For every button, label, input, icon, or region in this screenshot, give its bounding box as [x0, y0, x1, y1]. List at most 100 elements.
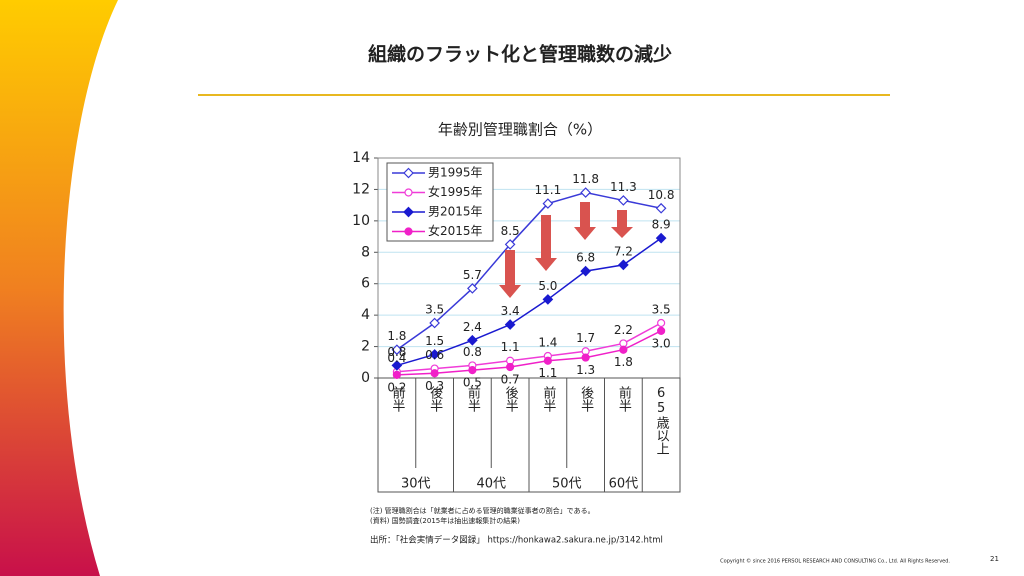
x-tick-label: 前半	[389, 385, 405, 412]
slide-title: 組織のフラット化と管理職数の減少	[368, 43, 672, 66]
y-tick-label: 14	[352, 150, 370, 166]
decor-band	[0, 0, 118, 576]
value-label: 3.5	[652, 303, 671, 317]
x-tick-label: 前半	[540, 385, 556, 412]
marker	[504, 239, 516, 250]
value-label: 1.1	[538, 366, 557, 380]
marker	[657, 326, 666, 335]
x-tick-label: 65歳以上	[654, 386, 670, 455]
value-label: 5.7	[463, 268, 482, 282]
x-tick-label: 後半	[503, 386, 519, 412]
y-tick-label: 4	[361, 307, 370, 323]
legend-label: 男1995年	[428, 166, 483, 180]
marker	[429, 349, 440, 360]
marker	[504, 319, 516, 330]
value-label: 1.5	[425, 334, 444, 348]
group-label: 40代	[476, 477, 506, 492]
marker	[430, 369, 439, 378]
legend-marker	[404, 188, 413, 197]
arrow	[499, 250, 521, 298]
value-label: 8.5	[501, 224, 520, 238]
x-tick-label: 前半	[465, 385, 481, 412]
value-label: 0.3	[425, 379, 444, 393]
value-label: 8.9	[652, 218, 671, 232]
y-tick-label: 0	[361, 370, 370, 386]
note: (資料) 国勢調査(2015年は抽出速報集計の結果)	[370, 516, 520, 525]
marker	[391, 360, 403, 371]
arrows	[499, 202, 633, 298]
marker	[542, 198, 554, 209]
y-tick-label: 6	[361, 276, 370, 292]
value-label: 7.2	[614, 244, 633, 258]
copyright: Copyright © since 2016 PERSOL RESEARCH A…	[720, 558, 950, 565]
value-label: 11.3	[610, 180, 637, 194]
series-line	[396, 191, 662, 351]
marker	[618, 195, 629, 206]
value-label: 6.8	[576, 251, 595, 265]
value-label: 2.4	[463, 320, 482, 334]
marker	[391, 344, 403, 356]
value-label: 3.0	[652, 336, 671, 350]
chart-title: 年齢別管理職割合（%）	[438, 121, 602, 139]
value-label: 0.2	[387, 380, 406, 394]
marker	[429, 317, 440, 329]
marker	[392, 370, 401, 379]
value-label: 1.1	[501, 340, 520, 354]
source: 出所：「社会実情データ図録」 https://honkawa2.sakura.n…	[370, 535, 663, 546]
legend-marker	[403, 206, 414, 218]
x-tick-label: 後半	[427, 386, 443, 412]
value-label: 1.4	[538, 336, 557, 350]
group-label: 50代	[552, 477, 582, 492]
series-line	[396, 237, 662, 367]
group-label: 30代	[401, 477, 431, 492]
marker	[619, 345, 628, 354]
value-label: 0.8	[387, 345, 406, 359]
legend-marker	[403, 167, 414, 179]
x-tick-label: 後半	[578, 386, 594, 412]
y-tick-label: 8	[361, 244, 370, 260]
marker	[655, 232, 667, 244]
legend-label: 女2015年	[428, 223, 483, 238]
marker	[467, 334, 478, 346]
marker	[467, 283, 478, 294]
value-label: 11.1	[535, 183, 562, 197]
marker	[618, 259, 629, 271]
value-label: 0.6	[425, 348, 444, 362]
value-label: 2.2	[614, 323, 633, 337]
marker	[655, 202, 667, 214]
value-label: 3.5	[425, 303, 444, 317]
marker	[657, 318, 666, 328]
legend-label: 女1995年	[428, 184, 483, 199]
marker	[580, 187, 591, 198]
value-label: 3.4	[501, 304, 520, 318]
series-line	[396, 322, 662, 373]
y-tick-label: 2	[361, 339, 370, 355]
note: (注) 管理職割合は「就業者に占める管理的職業従事者の割合」である。	[370, 506, 595, 515]
legend-marker	[404, 227, 413, 236]
value-label: 0.5	[463, 376, 482, 390]
value-label: 0.8	[463, 345, 482, 359]
value-label: 1.7	[576, 331, 595, 345]
value-label: 11.8	[572, 172, 599, 186]
value-label: 5.0	[538, 279, 557, 293]
marker	[542, 294, 554, 305]
marker	[543, 356, 552, 365]
value-label: 1.8	[387, 329, 406, 343]
arrow	[574, 202, 596, 240]
marker	[468, 366, 477, 375]
y-tick-label: 12	[352, 181, 370, 197]
marker	[506, 362, 515, 372]
arrow	[611, 210, 633, 238]
marker	[580, 265, 591, 277]
marker	[581, 353, 590, 362]
legend-label: 男2015年	[428, 205, 483, 219]
value-label: 1.8	[614, 355, 633, 369]
group-label: 60代	[609, 477, 639, 492]
value-label: 0.7	[501, 373, 520, 387]
x-tick-label: 前半	[616, 385, 632, 412]
page-number: 21	[990, 555, 999, 563]
series-line	[396, 330, 662, 376]
legend-box	[386, 162, 494, 242]
value-label: 0.4	[387, 351, 406, 365]
